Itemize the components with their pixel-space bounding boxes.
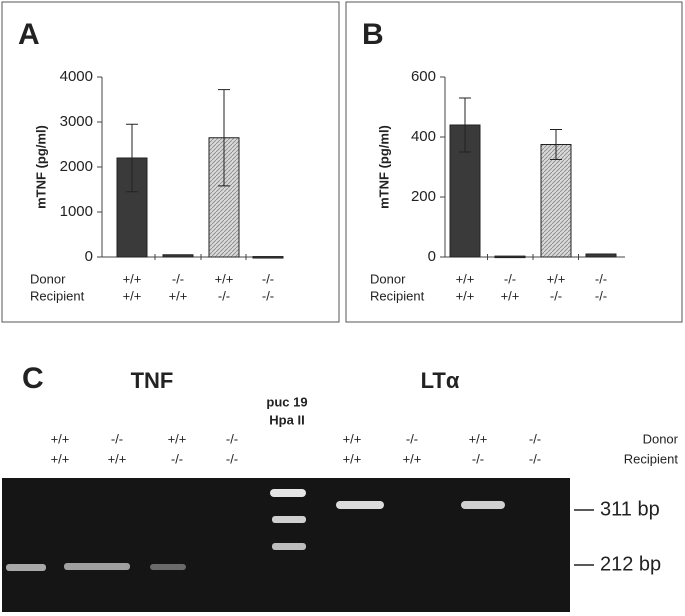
group-label: TNF (131, 368, 174, 393)
lane-label: +/+ (343, 431, 362, 446)
x-tick-label: +/+ (456, 271, 475, 286)
group-label: LTα (421, 368, 460, 393)
band (336, 501, 384, 509)
lane-label: -/- (171, 451, 183, 466)
lane-label: -/- (226, 451, 238, 466)
lane-label: +/+ (168, 431, 187, 446)
band (150, 564, 186, 570)
marker-band (270, 489, 306, 497)
panel-label: B (362, 18, 384, 51)
y-tick-label: 400 (411, 128, 436, 145)
y-tick-label: 600 (411, 68, 436, 85)
marker-band (272, 543, 306, 550)
lane-label: -/- (529, 431, 541, 446)
y-tick-label: 0 (428, 248, 436, 265)
lane-label: +/+ (469, 431, 488, 446)
x-tick-label: +/+ (215, 271, 234, 286)
x-tick-label: +/+ (456, 288, 475, 303)
y-tick-label: 1000 (60, 203, 93, 220)
lane-label: +/+ (343, 451, 362, 466)
band (64, 563, 130, 570)
x-tick-label: -/- (262, 271, 274, 286)
panel-label: A (18, 18, 40, 51)
panel-a-frame (1, 1, 340, 323)
y-tick-label: 0 (85, 248, 93, 265)
panel-b-frame (345, 1, 683, 323)
size-label: 311 bp (600, 498, 660, 520)
x-tick-label: +/+ (123, 288, 142, 303)
y-tick-label: 3000 (60, 113, 93, 130)
bar (540, 144, 572, 258)
y-tick-label: 2000 (60, 158, 93, 175)
row-label: Donor (30, 271, 66, 286)
bar (252, 256, 284, 259)
row-label: Recipient (370, 288, 425, 303)
marker-label: Hpa II (269, 412, 304, 427)
lane-label: -/- (472, 451, 484, 466)
lane-label: +/+ (403, 451, 422, 466)
band (461, 501, 505, 509)
lane-label: -/- (529, 451, 541, 466)
row-label: Donor (643, 431, 679, 446)
size-label: 212 bp (600, 553, 661, 575)
lane-label: +/+ (51, 451, 70, 466)
x-tick-label: +/+ (501, 288, 520, 303)
lane-label: -/- (226, 431, 238, 446)
y-tick-label: 200 (411, 188, 436, 205)
x-tick-label: -/- (218, 288, 230, 303)
bar (162, 254, 194, 258)
y-tick-label: 4000 (60, 68, 93, 85)
lane-label: +/+ (51, 431, 70, 446)
x-tick-label: +/+ (169, 288, 188, 303)
x-tick-label: -/- (550, 288, 562, 303)
bar (585, 253, 617, 258)
row-label: Recipient (624, 451, 679, 466)
x-tick-label: -/- (595, 288, 607, 303)
band (6, 564, 46, 571)
lane-label: -/- (406, 431, 418, 446)
bar (494, 255, 526, 259)
gel-panel: C TNF LTα puc 19 Hpa II Donor Recipient … (2, 362, 679, 612)
y-axis-label: mTNF (pg/ml) (33, 125, 48, 209)
marker-band (272, 516, 306, 523)
lane-label: +/+ (108, 451, 127, 466)
y-axis-label: mTNF (pg/ml) (376, 125, 391, 209)
lane-label: -/- (111, 431, 123, 446)
x-tick-label: -/- (504, 271, 516, 286)
x-tick-label: +/+ (547, 271, 566, 286)
row-label: Recipient (30, 288, 85, 303)
row-label: Donor (370, 271, 406, 286)
x-tick-label: -/- (595, 271, 607, 286)
x-tick-label: -/- (262, 288, 274, 303)
panel-label: C (22, 362, 44, 395)
x-tick-label: +/+ (123, 271, 142, 286)
x-tick-label: -/- (172, 271, 184, 286)
marker-label: puc 19 (266, 394, 307, 409)
